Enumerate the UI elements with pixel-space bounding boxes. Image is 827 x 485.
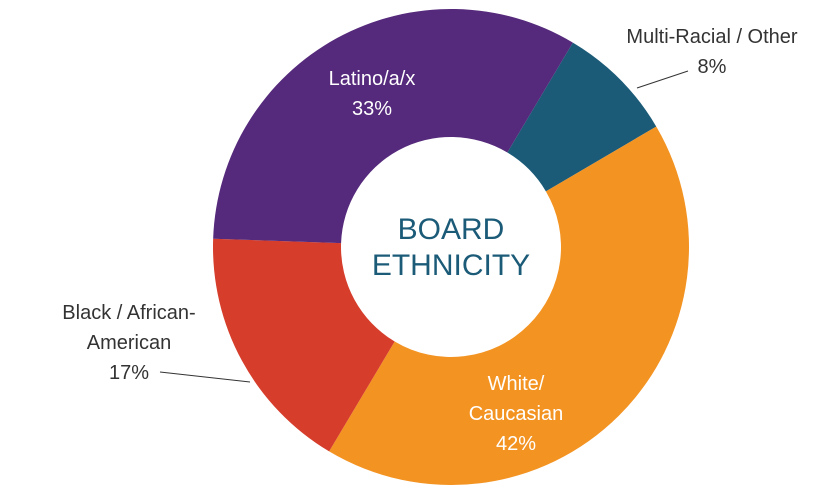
slice-label: White/ Caucasian	[468, 373, 564, 425]
slice-value: 17%	[108, 362, 150, 384]
slice	[329, 126, 689, 485]
slice	[213, 238, 395, 452]
slice-label: Black / African-American	[62, 302, 196, 354]
slice	[213, 8, 573, 244]
slice-label: Latino/a/x	[328, 68, 416, 90]
slice-label: Multi-Racial / Other	[626, 26, 798, 48]
leader-line	[159, 371, 251, 383]
center-label: BOARD ETHNICITY	[371, 213, 531, 282]
slice-value: 8%	[697, 56, 727, 78]
slice	[507, 42, 657, 192]
slice-value: 42%	[495, 433, 537, 455]
leader-line	[636, 70, 689, 89]
slice-value: 33%	[351, 98, 393, 120]
